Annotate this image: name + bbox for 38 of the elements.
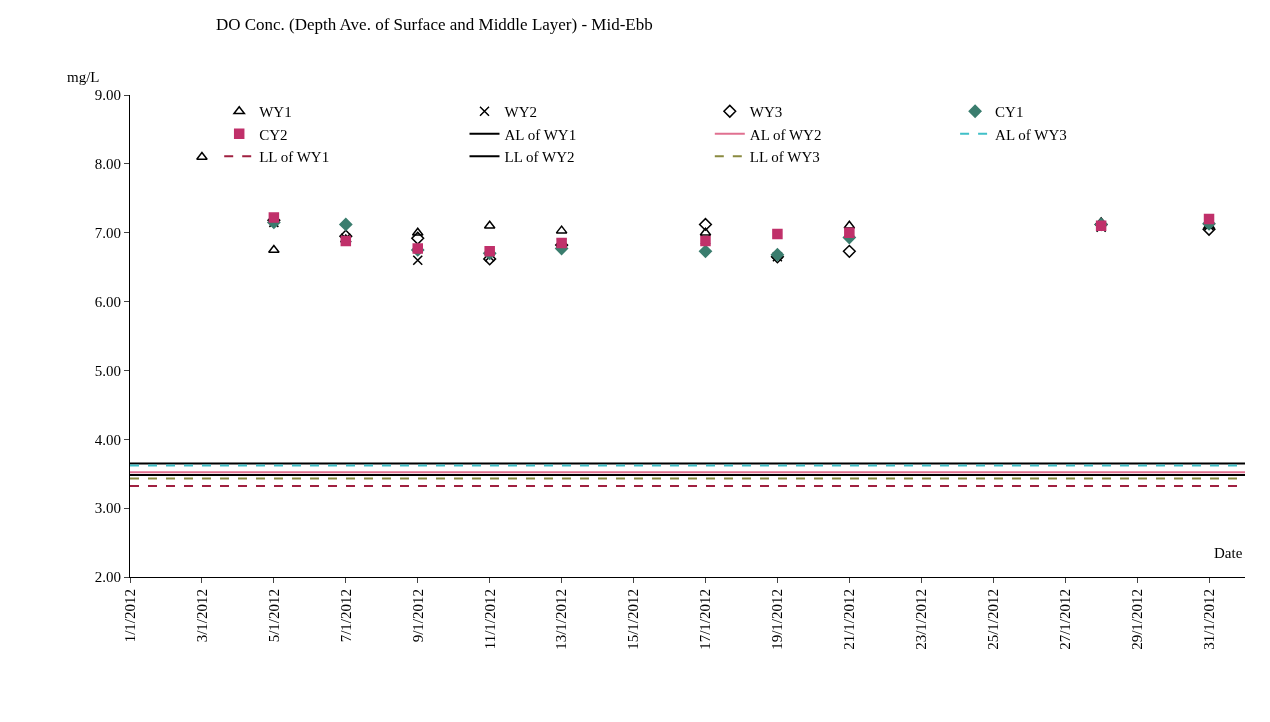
- chart-title: DO Conc. (Depth Ave. of Surface and Middle Layer) - Mid-Ebb: [215, 14, 653, 34]
- x-tick-label: 19/1/2012: [769, 589, 786, 650]
- x-tick-label: 13/1/2012: [553, 589, 570, 650]
- x-tick-label: 23/1/2012: [913, 589, 930, 650]
- y-axis-title: mg/L: [67, 69, 100, 85]
- legend-label: WY2: [504, 104, 537, 121]
- legend-label: AL of WY2: [749, 126, 822, 143]
- x-tick-label: 7/1/2012: [337, 589, 354, 643]
- x-axis-title: Date: [1214, 545, 1243, 561]
- x-tick-label: 27/1/2012: [1057, 589, 1074, 650]
- x-tick-label: 31/1/2012: [1200, 589, 1217, 650]
- x-tick-label: 15/1/2012: [625, 589, 642, 650]
- y-tick-label: 4.00: [94, 431, 121, 448]
- legend-label: LL of WY2: [504, 149, 575, 166]
- x-tick-label: 29/1/2012: [1128, 589, 1145, 650]
- x-tick-label: 3/1/2012: [193, 589, 210, 643]
- legend-label: LL of WY3: [749, 149, 820, 166]
- y-tick-label: 8.00: [94, 156, 121, 173]
- x-tick-label: 21/1/2012: [841, 589, 858, 650]
- legend-label: CY1: [995, 104, 1024, 121]
- legend-label: CY2: [259, 126, 288, 143]
- legend-label: LL of WY1: [259, 149, 330, 166]
- x-tick-label: 5/1/2012: [265, 589, 282, 643]
- y-tick-label: 3.00: [94, 500, 121, 517]
- legend-label: AL of WY3: [995, 126, 1067, 143]
- legend-label: WY1: [259, 104, 292, 121]
- y-tick-label: 6.00: [94, 293, 121, 310]
- x-tick-label: 17/1/2012: [697, 589, 714, 650]
- y-tick-label: 9.00: [94, 87, 121, 104]
- x-tick-label: 25/1/2012: [985, 589, 1002, 650]
- x-tick-label: 1/1/2012: [121, 589, 138, 643]
- y-tick-label: 7.00: [94, 224, 121, 241]
- legend-label: WY3: [749, 104, 783, 121]
- y-tick-label: 2.00: [94, 569, 121, 586]
- legend-label: AL of WY1: [504, 126, 577, 143]
- x-tick-label: 11/1/2012: [481, 589, 498, 650]
- x-tick-label: 9/1/2012: [409, 589, 426, 643]
- y-tick-label: 5.00: [94, 362, 121, 379]
